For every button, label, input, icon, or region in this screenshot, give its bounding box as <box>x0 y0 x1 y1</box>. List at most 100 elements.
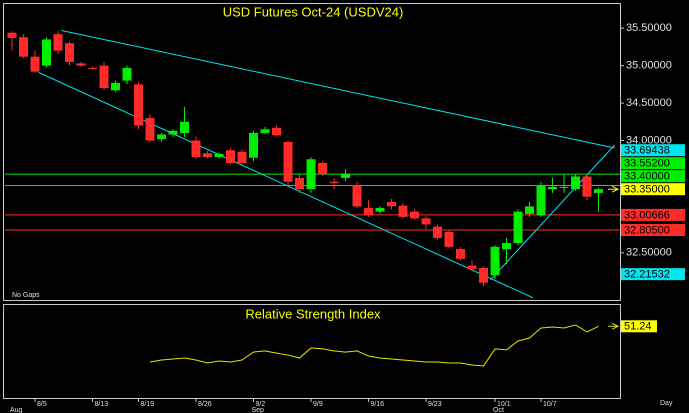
level-label-box <box>621 208 685 221</box>
candle-body <box>99 65 109 89</box>
level-label: 33.35000 <box>624 184 670 196</box>
candle-body <box>387 201 396 207</box>
candle-body <box>479 267 488 283</box>
candle-body <box>122 67 132 81</box>
candle-body <box>571 176 580 190</box>
candle-body <box>306 159 316 190</box>
month-label: Sep <box>252 407 265 413</box>
candle-body <box>226 150 235 163</box>
month-label: Aug <box>10 407 23 413</box>
candle-body <box>559 186 569 188</box>
candle-body <box>260 129 270 134</box>
level-label: 32.21532 <box>624 269 670 281</box>
candle-body <box>65 43 74 62</box>
x-tick-label: 9/2 <box>256 401 266 408</box>
candle-body <box>467 265 477 270</box>
candle-body <box>421 218 431 225</box>
level-label-box <box>621 170 685 183</box>
candle-body <box>157 134 166 140</box>
y-tick-label: 35.00000 <box>626 60 672 72</box>
candle-body <box>295 177 304 190</box>
rsi-line <box>149 324 599 367</box>
candle-body <box>536 185 546 216</box>
candle-body <box>318 162 327 175</box>
candle-body <box>76 63 86 66</box>
y-tick-label: 34.50000 <box>626 97 672 109</box>
candle-body <box>375 207 385 212</box>
candle-body <box>352 185 362 207</box>
x-tick-label: 8/13 <box>95 401 109 408</box>
trendline <box>61 29 615 149</box>
candle-body <box>30 56 40 72</box>
candle-body <box>456 249 465 259</box>
candle-body <box>237 151 247 163</box>
candle-body <box>525 206 534 214</box>
candle-body <box>19 37 28 57</box>
y-tick-label: 35.50000 <box>626 22 672 34</box>
candle-body <box>214 153 224 157</box>
level-label-box <box>621 223 685 236</box>
candle-body <box>410 211 419 219</box>
candle-body <box>444 231 454 247</box>
level-label-box <box>621 183 685 196</box>
level-label-box <box>621 144 685 157</box>
candle-body <box>548 186 557 190</box>
last-price-arrow <box>608 185 620 193</box>
candle-body <box>168 130 178 135</box>
candle-body <box>42 39 51 66</box>
level-label: 32.80500 <box>624 224 670 236</box>
candle-body <box>513 211 523 244</box>
candle-body <box>398 205 408 217</box>
x-tick-label: 10/7 <box>543 401 557 408</box>
candle-body <box>88 67 97 69</box>
candle-body <box>7 32 17 38</box>
x-tick-label: 8/19 <box>141 401 155 408</box>
rsi-label: 51.24 <box>624 321 652 333</box>
level-label: 33.55200 <box>624 158 670 170</box>
price-panel <box>3 3 621 301</box>
y-tick-label: 34.00000 <box>626 134 672 146</box>
candle-body <box>502 243 511 250</box>
chart-title: USD Futures Oct-24 (USDV24) <box>223 4 404 19</box>
x-axis-label: Day <box>660 400 673 407</box>
level-label: 33.00666 <box>624 209 670 221</box>
candle-body <box>329 181 339 184</box>
level-label-box <box>621 157 685 170</box>
candle-body <box>249 133 258 158</box>
rsi-title: Relative Strength Index <box>245 306 381 321</box>
x-tick-label: 9/23 <box>428 401 442 408</box>
candle-body <box>111 82 120 91</box>
trendline <box>490 144 615 281</box>
rsi-arrow <box>608 322 620 330</box>
rsi-panel <box>3 304 621 399</box>
level-label: 33.69438 <box>624 145 670 157</box>
candle-body <box>272 127 281 136</box>
x-tick-label: 8/5 <box>37 401 47 408</box>
candle-body <box>180 121 189 134</box>
candle-body <box>582 176 592 197</box>
candle-body <box>191 140 201 157</box>
y-tick-label: 32.50000 <box>626 247 672 259</box>
month-label: Oct <box>493 407 504 413</box>
level-label-box <box>621 268 685 281</box>
candle-body <box>134 84 143 126</box>
rsi-label-box <box>621 320 657 333</box>
candle-body <box>594 189 603 193</box>
trendline <box>38 71 534 299</box>
candle-body <box>341 173 350 178</box>
x-tick-label: 10/1 <box>497 401 511 408</box>
candle-body <box>433 226 442 238</box>
candle-body <box>490 246 500 276</box>
candle-body <box>145 118 155 141</box>
x-tick-label: 9/9 <box>313 401 323 408</box>
candle-body <box>53 34 63 51</box>
candle-body <box>203 153 212 157</box>
x-tick-label: 8/26 <box>198 401 212 408</box>
level-label: 33.40000 <box>624 171 670 183</box>
candle-body <box>364 207 373 216</box>
x-tick-label: 9/16 <box>371 401 385 408</box>
candle-body <box>283 142 293 182</box>
note: No Gaps <box>12 292 40 299</box>
